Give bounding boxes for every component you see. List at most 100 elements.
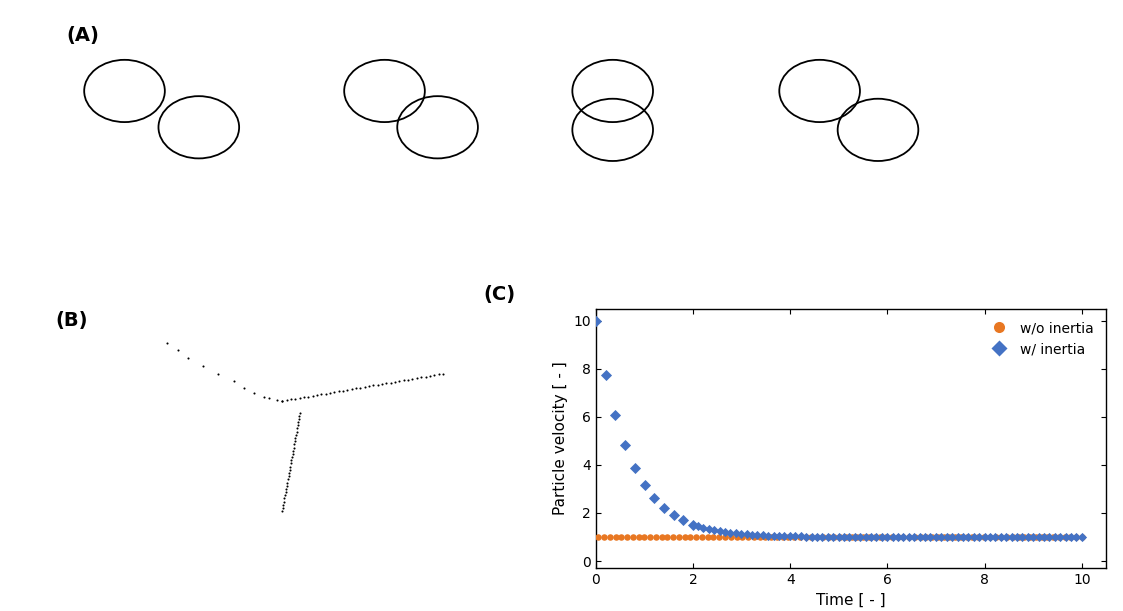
Point [665, 510, 683, 520]
Point [877, 532, 895, 542]
Point [884, 532, 902, 542]
Legend: w/o inertia, w/ inertia: w/o inertia, w/ inertia [979, 316, 1099, 362]
Point [763, 532, 780, 542]
Point [862, 532, 880, 542]
Point [710, 532, 728, 542]
Point [624, 532, 642, 542]
Point [1032, 532, 1050, 542]
Point [813, 532, 831, 541]
Point [964, 532, 982, 542]
Point [785, 532, 803, 542]
Point [587, 316, 605, 326]
Point [923, 532, 941, 542]
Point [965, 532, 983, 542]
Point [1067, 532, 1085, 542]
Point [636, 532, 654, 542]
Point [952, 532, 970, 542]
Point [675, 516, 693, 525]
Point [722, 532, 740, 542]
Point [754, 530, 772, 540]
Point [975, 532, 993, 542]
Point [728, 532, 746, 542]
Point [647, 532, 665, 542]
Point [1030, 532, 1048, 542]
Point [819, 532, 837, 542]
Point [1019, 532, 1037, 542]
Point [1021, 532, 1039, 542]
Point [926, 532, 944, 542]
Point [739, 532, 757, 542]
Point [901, 532, 919, 542]
Point [641, 532, 659, 542]
Point [606, 532, 624, 542]
Point [743, 530, 761, 540]
Point [733, 532, 751, 542]
Text: (B): (B) [55, 312, 88, 331]
Point [814, 532, 832, 542]
Point [993, 532, 1011, 542]
Point [997, 532, 1015, 542]
Point [917, 532, 935, 542]
Point [774, 532, 792, 542]
Point [986, 532, 1004, 542]
Point [792, 532, 810, 541]
Point [699, 532, 716, 542]
Point [922, 532, 940, 542]
Point [716, 532, 734, 542]
Point [1026, 532, 1044, 542]
Point [830, 532, 848, 542]
Point [916, 532, 934, 542]
Point [831, 532, 849, 542]
Point [776, 532, 794, 541]
Point [846, 532, 864, 542]
Point [1024, 532, 1042, 542]
Point [595, 532, 613, 542]
Point [693, 532, 711, 542]
Point [836, 532, 853, 542]
Point [646, 493, 664, 503]
Point [618, 532, 636, 542]
Point [655, 503, 673, 513]
Point [894, 532, 912, 542]
Point [938, 532, 956, 542]
Point [949, 532, 967, 542]
Point [851, 532, 869, 542]
Point [976, 532, 994, 542]
Point [1039, 532, 1057, 542]
Point [992, 532, 1010, 542]
Point [1010, 532, 1028, 542]
Point [797, 532, 815, 541]
Point [840, 532, 858, 542]
Point [652, 532, 670, 542]
Point [1056, 532, 1074, 542]
Point [1004, 532, 1022, 542]
Point [912, 532, 930, 542]
Point [704, 532, 722, 542]
Point [878, 532, 896, 542]
Point [837, 532, 855, 542]
Point [687, 532, 705, 542]
Point [1061, 532, 1079, 542]
Point [1057, 532, 1075, 542]
Point [750, 532, 768, 542]
Text: (C): (C) [484, 285, 515, 304]
Point [745, 532, 763, 542]
Point [860, 532, 878, 542]
Point [1003, 532, 1021, 542]
Point [1050, 532, 1068, 542]
Point [796, 532, 814, 542]
Point [953, 532, 971, 542]
Point [1015, 532, 1033, 542]
Point [684, 520, 702, 530]
Point [765, 531, 783, 541]
Point [866, 532, 884, 542]
Point [934, 532, 952, 542]
Point [1072, 532, 1090, 542]
Point [958, 532, 976, 542]
Point [820, 532, 838, 542]
Point [768, 532, 786, 542]
Point [705, 525, 723, 535]
Point [889, 532, 907, 542]
Point [590, 532, 608, 542]
Point [791, 532, 809, 542]
